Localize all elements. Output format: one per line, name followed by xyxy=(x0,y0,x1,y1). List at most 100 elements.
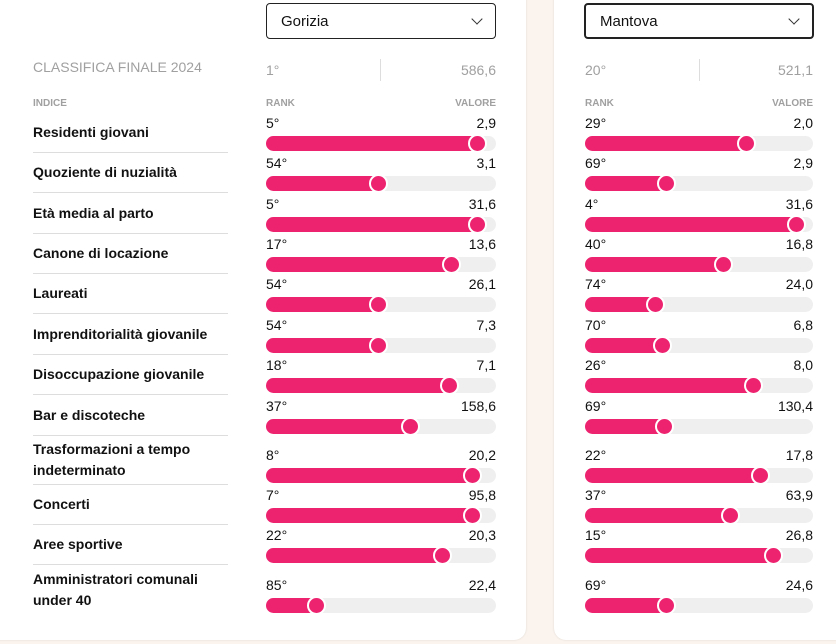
metric-left: 85° 22,4 xyxy=(266,577,496,615)
rank: 22° xyxy=(266,527,288,543)
final-value: 586,6 xyxy=(460,62,496,78)
score-fill xyxy=(585,598,668,613)
rank: 37° xyxy=(585,487,607,503)
score-bar xyxy=(266,466,496,485)
score-knob xyxy=(743,376,763,395)
final-rank: 1° xyxy=(266,62,280,78)
metric-left: 18° 7,1 xyxy=(266,357,496,395)
score-bar xyxy=(585,174,813,193)
rank: 37° xyxy=(266,398,288,414)
score-fill xyxy=(585,378,754,393)
value: 20,2 xyxy=(468,447,496,463)
metric-left: 54° 3,1 xyxy=(266,155,496,193)
score-bar xyxy=(266,336,496,355)
score-bar xyxy=(585,466,813,485)
score-fill xyxy=(585,176,668,191)
score-knob xyxy=(400,417,420,436)
value: 95,8 xyxy=(468,487,496,503)
metric-left: 54° 7,3 xyxy=(266,317,496,355)
metric-right: 74° 24,0 xyxy=(585,276,813,314)
value: 20,3 xyxy=(468,527,496,543)
rank: 54° xyxy=(266,276,288,292)
score-knob xyxy=(442,255,462,274)
value: 16,8 xyxy=(785,236,813,252)
score-knob xyxy=(433,546,453,565)
metric-right: 26° 8,0 xyxy=(585,357,813,395)
selected-city: Gorizia xyxy=(281,12,329,30)
final-label: CLASSIFICA FINALE 2024 xyxy=(33,59,202,75)
index-label: Disoccupazione giovanile xyxy=(33,355,228,395)
score-fill xyxy=(266,136,478,151)
score-knob xyxy=(463,506,482,525)
score-bar xyxy=(585,546,813,565)
value: 130,4 xyxy=(777,398,813,414)
metric-right: 29° 2,0 xyxy=(585,115,813,153)
score-fill xyxy=(266,217,478,232)
score-knob xyxy=(368,295,388,314)
score-fill xyxy=(266,598,317,613)
score-bar xyxy=(266,174,496,193)
score-bar xyxy=(585,295,813,314)
score-knob xyxy=(657,174,677,193)
final-rank: 20° xyxy=(585,62,607,78)
score-bar xyxy=(585,134,813,153)
metric-left: 22° 20,3 xyxy=(266,527,496,565)
value: 13,6 xyxy=(468,236,496,252)
metric-right: 15° 26,8 xyxy=(585,527,813,565)
value: 24,6 xyxy=(785,577,813,593)
score-bar xyxy=(585,336,813,355)
score-fill xyxy=(585,468,761,483)
metric-left: 37° 158,6 xyxy=(266,398,496,436)
value: 2,0 xyxy=(793,115,813,131)
score-fill xyxy=(266,378,450,393)
value: 22,4 xyxy=(468,577,496,593)
score-fill xyxy=(266,419,411,434)
score-fill xyxy=(266,508,473,523)
score-knob xyxy=(467,215,487,234)
metric-left: 17° 13,6 xyxy=(266,236,496,274)
value: 26,1 xyxy=(468,276,496,292)
score-bar xyxy=(266,255,496,274)
score-knob xyxy=(714,255,734,274)
score-bar xyxy=(266,215,496,234)
value: 31,6 xyxy=(785,196,813,212)
rank: 54° xyxy=(266,155,288,171)
metric-right: 69° 24,6 xyxy=(585,577,813,615)
score-bar xyxy=(585,215,813,234)
rank: 74° xyxy=(585,276,607,292)
score-fill xyxy=(585,297,656,312)
score-bar xyxy=(585,255,813,274)
rank: 69° xyxy=(585,577,607,593)
city-select-left[interactable]: Gorizia xyxy=(266,3,496,39)
rank: 69° xyxy=(585,155,607,171)
score-bar xyxy=(585,417,813,436)
chevron-down-icon xyxy=(788,13,800,25)
value: 2,9 xyxy=(793,155,813,171)
score-bar xyxy=(585,596,813,615)
metric-right: 69° 2,9 xyxy=(585,155,813,193)
value: 158,6 xyxy=(460,398,496,414)
score-bar xyxy=(266,295,496,314)
rank: 5° xyxy=(266,115,280,131)
score-knob xyxy=(657,596,677,615)
value: 31,6 xyxy=(468,196,496,212)
rank: 18° xyxy=(266,357,288,373)
index-label: Imprenditorialità giovanile xyxy=(33,314,228,355)
rank: 26° xyxy=(585,357,607,373)
city-select-right[interactable]: Mantova xyxy=(584,3,814,39)
metric-left: 7° 95,8 xyxy=(266,487,496,525)
rank: 5° xyxy=(266,196,280,212)
score-bar xyxy=(266,506,496,525)
score-knob xyxy=(463,466,482,485)
rank: 17° xyxy=(266,236,288,252)
score-fill xyxy=(585,136,747,151)
index-label: Aree sportive xyxy=(33,525,228,565)
score-knob xyxy=(764,546,784,565)
right-card xyxy=(554,0,836,640)
score-fill xyxy=(585,217,798,232)
score-fill xyxy=(585,508,731,523)
score-fill xyxy=(266,297,379,312)
index-label: Quoziente di nuzialità xyxy=(33,153,228,193)
col-headers-right: RANK VALORE xyxy=(585,98,813,109)
metric-right: 22° 17,8 xyxy=(585,447,813,485)
